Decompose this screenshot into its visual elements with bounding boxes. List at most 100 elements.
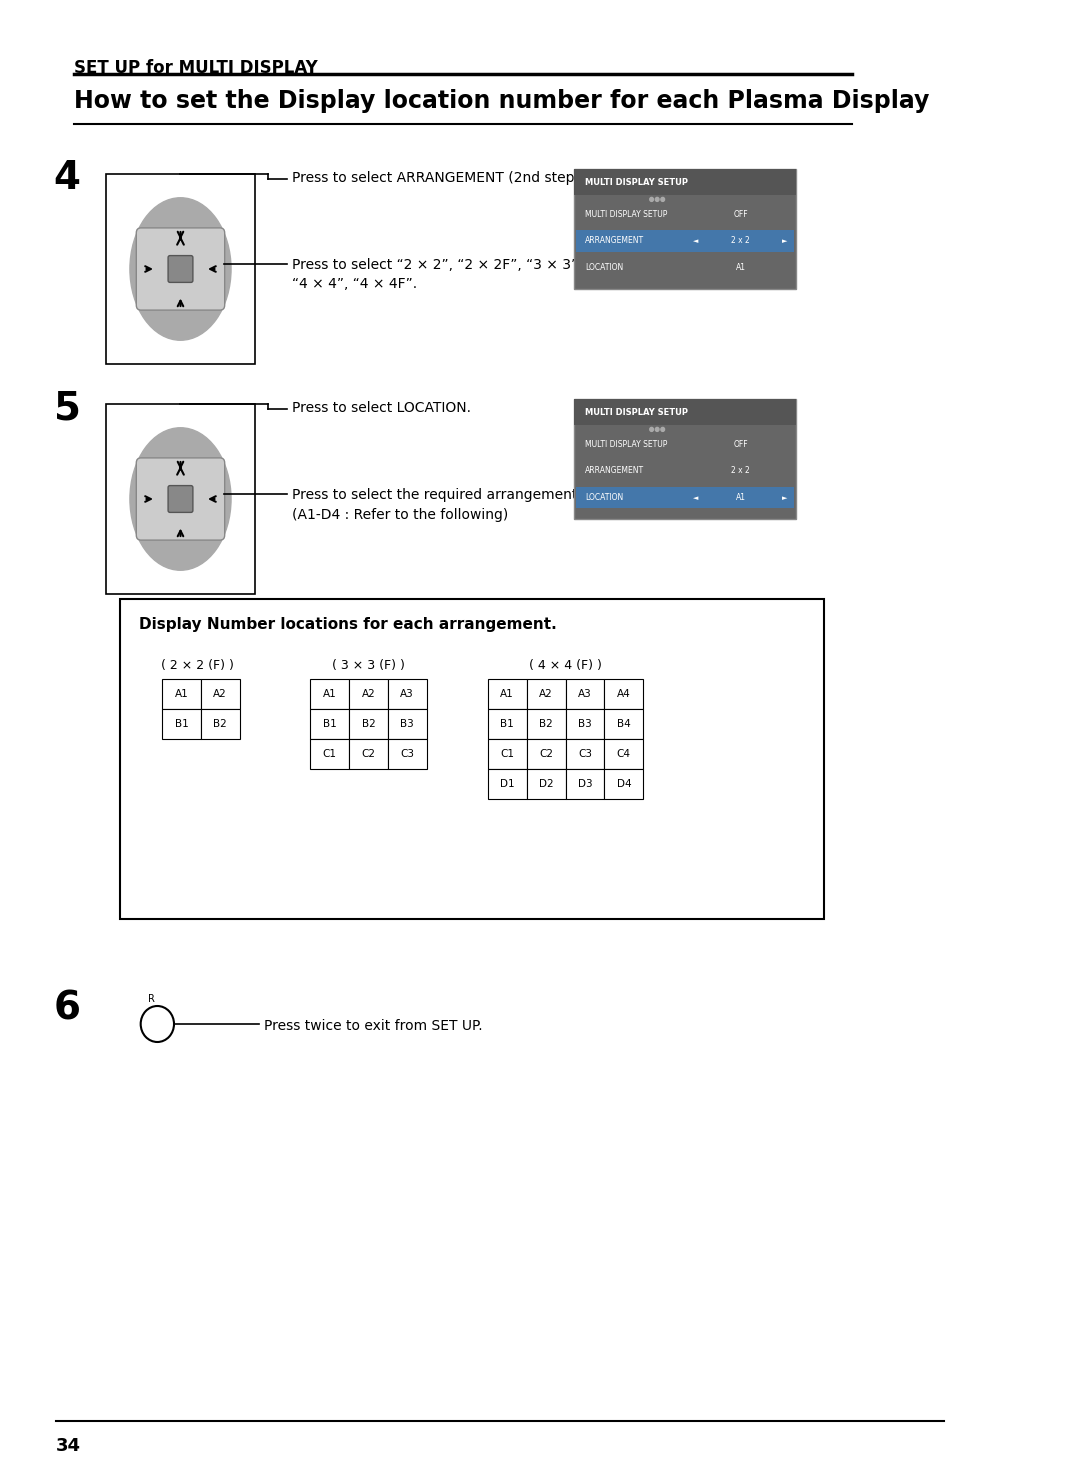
Text: ◄: ◄ [693,238,699,244]
Bar [310,679,349,708]
FancyBboxPatch shape [168,485,193,512]
Bar [566,708,605,740]
Text: 2 x 2: 2 x 2 [731,237,750,246]
Text: B4: B4 [617,719,631,729]
Text: ARRANGEMENT: ARRANGEMENT [585,466,644,475]
Text: B1: B1 [500,719,514,729]
Bar [573,169,796,195]
Bar [388,708,427,740]
Text: A1: A1 [323,689,336,700]
Text: A1: A1 [735,493,745,501]
Bar [527,708,566,740]
Text: A2: A2 [362,689,375,700]
Bar [605,740,644,769]
Text: A4: A4 [617,689,631,700]
Text: C4: C4 [617,748,631,759]
Text: ►: ► [782,494,787,500]
Text: B2: B2 [539,719,553,729]
Text: A1: A1 [500,689,514,700]
FancyBboxPatch shape [168,256,193,282]
Circle shape [650,427,653,432]
Circle shape [140,1006,174,1043]
Bar [576,487,794,509]
Bar [388,679,427,708]
Text: Press twice to exit from SET UP.: Press twice to exit from SET UP. [264,1019,483,1032]
Text: OFF: OFF [733,439,747,448]
Text: D2: D2 [539,779,553,788]
Bar [162,679,201,708]
Text: Press to select ARRANGEMENT (2nd step).: Press to select ARRANGEMENT (2nd step). [292,172,584,185]
Text: 4: 4 [54,160,81,197]
Text: B1: B1 [175,719,188,729]
Text: ►: ► [782,238,787,244]
Bar [349,679,388,708]
Bar [488,769,527,799]
Text: B3: B3 [401,719,414,729]
Text: B3: B3 [578,719,592,729]
Text: MULTI DISPLAY SETUP: MULTI DISPLAY SETUP [585,177,688,186]
Text: Press to select LOCATION.: Press to select LOCATION. [292,401,471,416]
Text: ( 2 × 2 (F) ): ( 2 × 2 (F) ) [161,660,233,671]
Bar [488,708,527,740]
Text: 6: 6 [54,989,81,1026]
Circle shape [661,197,664,201]
Bar [566,679,605,708]
Text: MULTI DISPLAY SETUP: MULTI DISPLAY SETUP [585,439,667,448]
Bar [527,740,566,769]
Bar [605,769,644,799]
Bar [527,679,566,708]
Text: LOCATION: LOCATION [585,493,623,501]
Text: Press to select “2 × 2”, “2 × 2F”, “3 × 3”, “3 × 3F”,
“4 × 4”, “4 × 4F”.: Press to select “2 × 2”, “2 × 2F”, “3 × … [292,257,651,291]
Text: SET UP for MULTI DISPLAY: SET UP for MULTI DISPLAY [75,59,318,77]
Text: ( 4 × 4 (F) ): ( 4 × 4 (F) ) [529,660,602,671]
Bar [201,679,240,708]
Text: Display Number locations for each arrangement.: Display Number locations for each arrang… [139,617,556,632]
Text: 34: 34 [55,1438,81,1455]
Text: C1: C1 [500,748,514,759]
Bar [201,708,240,740]
Bar [566,769,605,799]
Bar [566,740,605,769]
Circle shape [650,197,653,201]
Bar [120,599,824,918]
Text: C2: C2 [539,748,553,759]
Bar [605,679,644,708]
FancyBboxPatch shape [136,458,225,540]
Text: MULTI DISPLAY SETUP: MULTI DISPLAY SETUP [585,210,667,219]
Bar [310,740,349,769]
Bar [573,399,796,519]
Text: D3: D3 [578,779,592,788]
Bar [573,169,796,288]
Ellipse shape [130,427,231,571]
Text: A2: A2 [539,689,553,700]
Text: LOCATION: LOCATION [585,263,623,272]
Bar [162,708,201,740]
Text: A2: A2 [214,689,227,700]
Circle shape [661,427,664,432]
Text: ◄: ◄ [693,494,699,500]
Bar [527,769,566,799]
Text: Press to select the required arrangement number.
(A1-D4 : Refer to the following: Press to select the required arrangement… [292,488,638,522]
Bar [349,740,388,769]
Text: C3: C3 [578,748,592,759]
Bar [349,708,388,740]
Text: ( 3 × 3 (F) ): ( 3 × 3 (F) ) [332,660,405,671]
Text: B2: B2 [362,719,375,729]
Text: MULTI DISPLAY SETUP: MULTI DISPLAY SETUP [585,408,688,417]
Bar [488,740,527,769]
Text: ARRANGEMENT: ARRANGEMENT [585,237,644,246]
FancyBboxPatch shape [136,228,225,311]
Circle shape [656,427,659,432]
Bar [573,399,796,426]
Text: 2 x 2: 2 x 2 [731,466,750,475]
Bar [310,708,349,740]
Text: D1: D1 [500,779,514,788]
Text: A1: A1 [175,689,188,700]
Text: A3: A3 [578,689,592,700]
Text: OFF: OFF [733,210,747,219]
Text: C1: C1 [323,748,337,759]
Text: C2: C2 [362,748,376,759]
Text: C3: C3 [401,748,415,759]
Ellipse shape [130,198,231,340]
Text: D4: D4 [617,779,631,788]
